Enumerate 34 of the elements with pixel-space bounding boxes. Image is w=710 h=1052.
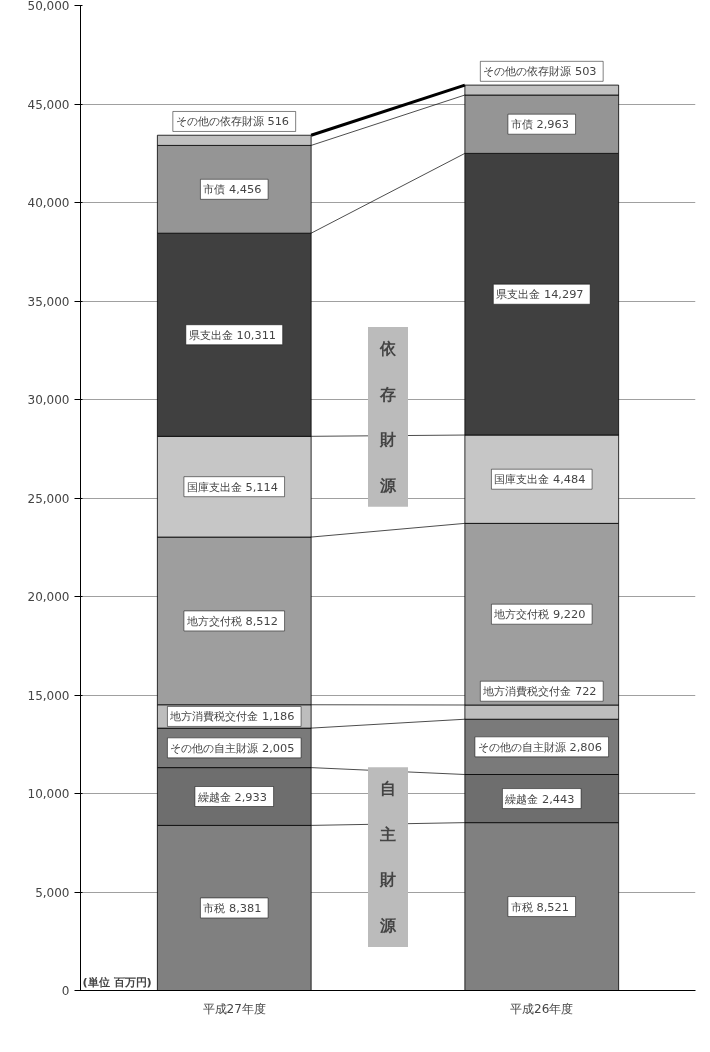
x-tick-label: 平成26年度	[510, 1001, 574, 1016]
text: その他の自主財源 2,806	[477, 739, 602, 754]
text: 市債 2,963	[510, 117, 569, 132]
text: 県支出金 10,311	[188, 327, 277, 342]
text: 繰越金 2,443	[505, 791, 575, 806]
y-tick-label: 15,000	[27, 688, 70, 703]
y-tick-label: 25,000	[27, 491, 70, 506]
text: 国庫支出金 5,114	[186, 479, 278, 494]
x-tick-label: 平成27年度	[202, 1001, 266, 1016]
text: 地方交付税 8,512	[186, 613, 278, 628]
y-tick-label: 20,000	[27, 590, 70, 604]
text: 市税 8,381	[203, 900, 262, 915]
y-tick-label: 45,000	[27, 97, 70, 112]
text: 市債 4,456	[203, 182, 262, 197]
y-tick-label: 10,000	[27, 787, 70, 801]
text: その他の依存財源 503	[483, 64, 597, 79]
y-tick-label: 35,000	[27, 294, 70, 309]
text: 依存財源	[380, 339, 396, 495]
y-tick-label: 0	[61, 984, 70, 998]
text: 地方交付税 9,220	[494, 607, 586, 622]
text: 繰越金 2,933	[197, 789, 267, 804]
text: 県支出金 14,297	[496, 287, 584, 302]
y-tick-label: 50,000	[27, 0, 70, 13]
text: その他の依存財源 516	[175, 114, 290, 129]
text: 自主財源	[380, 779, 396, 935]
text: 国庫支出金 4,484	[494, 472, 586, 487]
text: 地方消費税交付金 722	[483, 684, 597, 699]
annotation: (単位 百万円)	[82, 974, 152, 989]
text: その他の自主財源 2,005	[170, 740, 295, 755]
y-tick-label: 40,000	[27, 196, 70, 210]
y-tick-label: 5,000	[35, 885, 70, 900]
y-tick-label: 30,000	[27, 393, 70, 407]
text: 市税 8,521	[510, 899, 569, 914]
text: 地方消費税交付金 1,186	[170, 709, 295, 724]
